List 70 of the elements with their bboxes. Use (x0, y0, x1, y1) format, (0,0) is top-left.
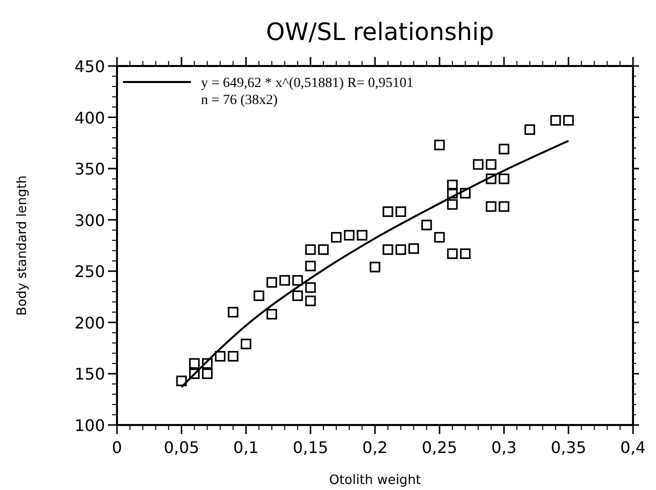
point (189, 358, 200, 369)
point (486, 174, 496, 184)
point (460, 248, 471, 260)
point (498, 201, 510, 212)
annotation: n = 76 (38x2) (201, 93, 278, 108)
point (447, 180, 458, 190)
legend-label: y = 649,62 * x^(0,51881) R= 0,95101 (201, 76, 414, 91)
x-tick-label: 0,3 (491, 438, 517, 457)
x-tick-label: 0,1 (233, 438, 259, 457)
point (396, 206, 406, 217)
point (550, 115, 561, 126)
point (266, 308, 278, 320)
point (382, 206, 394, 217)
x-tick-label: 0 (112, 438, 122, 457)
point (305, 296, 316, 306)
x-tick-label: 0,4 (620, 438, 646, 457)
y-tick-label: 400 (74, 108, 105, 128)
point (434, 140, 445, 150)
point (370, 262, 380, 272)
point (228, 306, 238, 318)
point (408, 243, 419, 254)
y-tick-label: 250 (74, 262, 105, 282)
point (447, 188, 458, 198)
point (176, 376, 187, 386)
point (228, 350, 238, 362)
point (279, 275, 290, 286)
point (292, 290, 303, 302)
y-tick-label: 100 (74, 416, 105, 435)
x-tick-label: 0,35 (550, 438, 586, 457)
point (421, 220, 432, 230)
point (305, 282, 316, 293)
x-tick-label: 0,2 (362, 438, 388, 457)
point (563, 115, 574, 126)
point (240, 338, 252, 350)
point (447, 248, 458, 260)
y-tick-label: 300 (74, 210, 105, 230)
point (486, 159, 496, 170)
point (472, 159, 484, 170)
chart-title: OW/SL relationship (266, 18, 494, 46)
point (254, 290, 264, 302)
y-axis-title: Body standard length (15, 175, 30, 316)
point (356, 230, 368, 241)
point (305, 244, 316, 255)
point (189, 368, 200, 380)
point (214, 350, 226, 362)
x-tick-label: 0,05 (164, 438, 200, 457)
point (498, 174, 510, 184)
point (305, 260, 316, 272)
y-tick-label: 450 (74, 57, 105, 76)
point (344, 230, 354, 241)
y-tick-label: 200 (74, 313, 105, 332)
y-tick-label: 150 (74, 364, 105, 384)
point (524, 124, 536, 135)
point (202, 368, 213, 380)
point (331, 232, 342, 243)
x-tick-label: 0,25 (422, 438, 458, 457)
point (292, 275, 303, 286)
point (486, 201, 496, 212)
point (202, 358, 213, 369)
point (318, 244, 329, 255)
x-axis-title: Otolith weight (329, 473, 421, 488)
point (447, 199, 458, 210)
x-tick-label: 0,15 (292, 438, 328, 457)
point (434, 232, 445, 243)
point (498, 144, 510, 154)
point (266, 277, 278, 288)
point (396, 244, 406, 255)
point (460, 188, 471, 198)
y-tick-label: 350 (74, 160, 105, 179)
point (382, 244, 394, 255)
